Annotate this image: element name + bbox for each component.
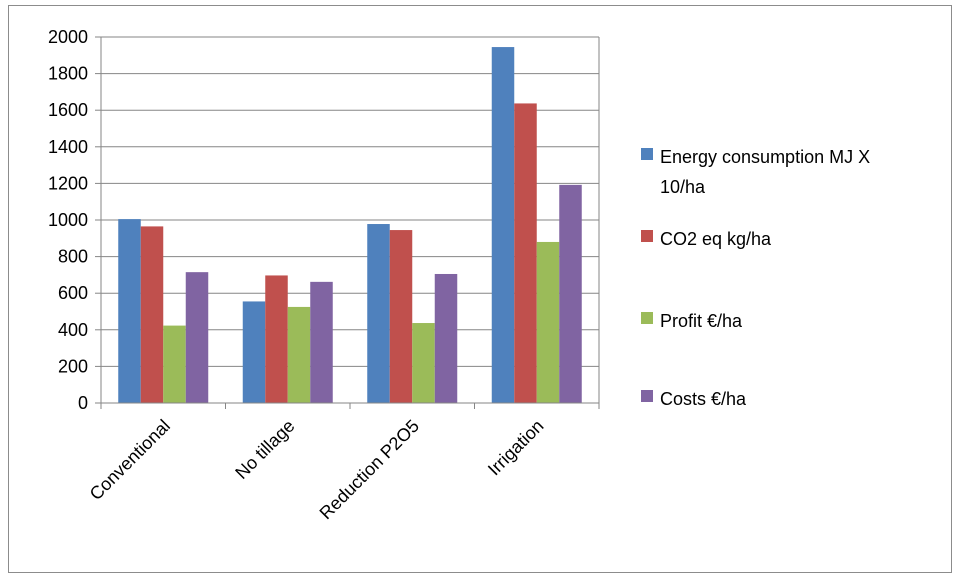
y-tick-label: 600 bbox=[58, 283, 88, 303]
bar bbox=[514, 103, 537, 403]
bar bbox=[536, 241, 560, 403]
y-tick-label: 200 bbox=[58, 356, 88, 376]
legend-swatch bbox=[641, 230, 653, 242]
bar bbox=[559, 184, 582, 403]
y-tick-label: 0 bbox=[78, 393, 88, 413]
y-tick-label: 2000 bbox=[48, 27, 88, 47]
bar bbox=[242, 301, 266, 403]
bar bbox=[389, 230, 413, 403]
x-category-label: No tillage bbox=[231, 416, 298, 483]
y-tick-label: 1600 bbox=[48, 100, 88, 120]
x-category-label: Conventional bbox=[86, 416, 174, 504]
legend: Energy consumption MJ X 10/ha CO2 eq kg/ha… bbox=[641, 147, 870, 409]
legend-label: Energy consumption MJ X bbox=[660, 147, 870, 167]
bar bbox=[434, 273, 458, 403]
y-tick-label: 1400 bbox=[48, 137, 88, 157]
chart-area: 0 200 400 600 800 1000 1200 1400 1600 1800 2000 Con… bbox=[8, 5, 952, 573]
bar bbox=[367, 224, 390, 403]
bar bbox=[163, 325, 186, 403]
y-tick-label: 1200 bbox=[48, 173, 88, 193]
bar bbox=[287, 306, 311, 403]
bar bbox=[140, 226, 164, 403]
bar bbox=[491, 47, 515, 403]
y-tick-label: 400 bbox=[58, 320, 88, 340]
y-tick-label: 1000 bbox=[48, 210, 88, 230]
legend-swatch bbox=[641, 312, 653, 324]
bar-chart: 0 200 400 600 800 1000 1200 1400 1600 1800 2000 Con… bbox=[48, 27, 870, 524]
bars bbox=[118, 47, 582, 403]
bar bbox=[412, 323, 435, 403]
x-category-label: Irrigation bbox=[484, 416, 548, 480]
legend-label: Profit €/ha bbox=[660, 311, 743, 331]
axes bbox=[95, 36, 600, 409]
legend-label: Costs €/ha bbox=[660, 389, 747, 409]
legend-label: CO2 eq kg/ha bbox=[660, 229, 772, 249]
bar bbox=[265, 275, 288, 403]
bar bbox=[185, 272, 209, 403]
legend-swatch bbox=[641, 390, 653, 402]
legend-label: 10/ha bbox=[660, 177, 706, 197]
bar bbox=[118, 219, 141, 403]
bar bbox=[310, 281, 333, 403]
legend-swatch bbox=[641, 148, 653, 160]
y-tick-label: 1800 bbox=[48, 64, 88, 84]
x-category-label: Reduction P2O5 bbox=[316, 416, 424, 524]
y-tick-label: 800 bbox=[58, 247, 88, 267]
